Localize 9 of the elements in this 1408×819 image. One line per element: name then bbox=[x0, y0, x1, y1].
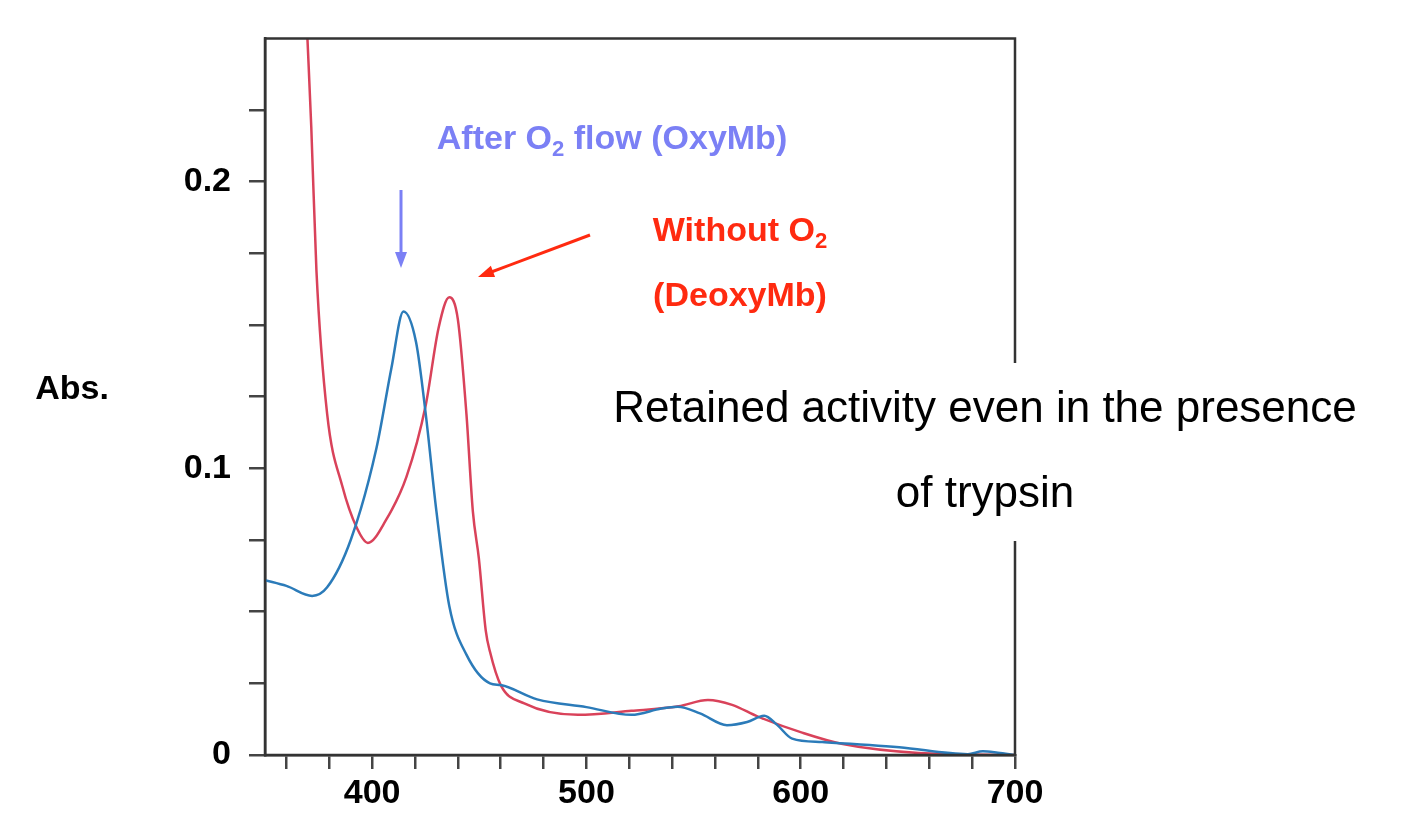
x-tick-label: 500 bbox=[558, 771, 615, 810]
x-tick-label: 700 bbox=[986, 771, 1044, 810]
x-tick-label: 600 bbox=[772, 771, 830, 810]
y-tick-label: 0 bbox=[212, 733, 231, 772]
annotation: Retained activity even in the presence of trypsin bbox=[613, 381, 1357, 516]
y-tick-label: 0.1 bbox=[183, 446, 231, 485]
x-tick-label: 400 bbox=[343, 771, 401, 810]
y-tick-label: 0.2 bbox=[183, 160, 231, 199]
y-axis-title: Abs. bbox=[35, 368, 109, 407]
